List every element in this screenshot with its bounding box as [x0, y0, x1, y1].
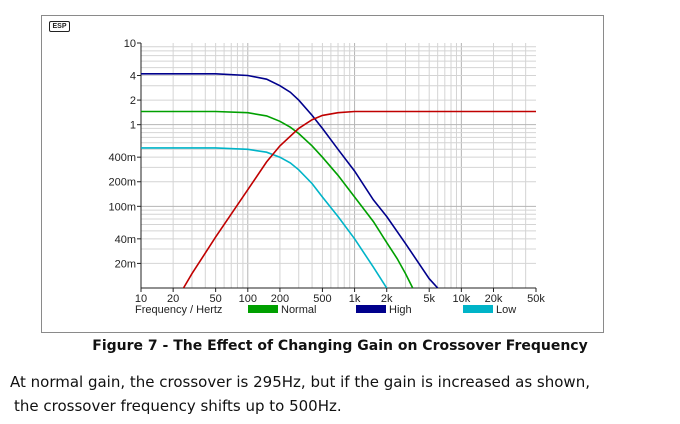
- y-tick-label: 100m: [108, 201, 136, 213]
- series-line-unnamed: [182, 110, 536, 288]
- y-tick-label: 200m: [108, 177, 136, 189]
- x-tick-label: 50: [210, 293, 222, 305]
- y-tick-label: 10: [124, 38, 136, 50]
- legend-swatch-normal: [248, 305, 278, 313]
- body-line-2: the crossover frequency shifts up to 500…: [14, 397, 342, 415]
- y-tick-label: 40m: [115, 234, 136, 246]
- x-axis-label: Frequency / Hertz: [135, 304, 222, 316]
- figure-caption: Figure 7 - The Effect of Changing Gain o…: [92, 338, 588, 354]
- x-tick-label: 200: [271, 293, 289, 305]
- series-line-normal: [141, 110, 414, 288]
- legend-swatch-high: [356, 305, 386, 313]
- x-tick-label: 1k: [349, 293, 361, 305]
- x-tick-label: 20k: [485, 293, 503, 305]
- legend-label-high: High: [389, 304, 412, 316]
- legend-label-normal: Normal: [281, 304, 316, 316]
- x-tick-label: 20: [167, 293, 179, 305]
- x-tick-label: 500: [313, 293, 331, 305]
- x-tick-label: 50k: [527, 293, 545, 305]
- x-tick-label: 5k: [423, 293, 435, 305]
- x-tick-label: 100: [239, 293, 257, 305]
- legend-swatch-low: [463, 305, 493, 313]
- body-line-1: At normal gain, the crossover is 295Hz, …: [10, 373, 590, 391]
- y-tick-label: 20m: [115, 258, 136, 270]
- legend-label-low: Low: [496, 304, 516, 316]
- y-tick-label: 4: [130, 70, 136, 82]
- x-tick-label: 10: [135, 293, 147, 305]
- y-tick-label: 2: [130, 95, 136, 107]
- series-line-low: [141, 147, 388, 288]
- series-group: [141, 73, 536, 288]
- x-tick-label: 2k: [381, 293, 393, 305]
- esp-logo: ESP: [49, 21, 70, 32]
- y-tick-label: 400m: [108, 152, 136, 164]
- grid: [141, 43, 536, 288]
- chart-plot: 10 4 2 1 400m 200m 100m 40m 20m 10 20 50 100 200 500 1k…: [108, 38, 545, 316]
- series-line-high: [141, 73, 439, 288]
- y-tick-label: 1: [130, 120, 136, 132]
- x-tick-label: 10k: [452, 293, 470, 305]
- body-paragraph: At normal gain, the crossover is 295Hz, …: [10, 370, 670, 418]
